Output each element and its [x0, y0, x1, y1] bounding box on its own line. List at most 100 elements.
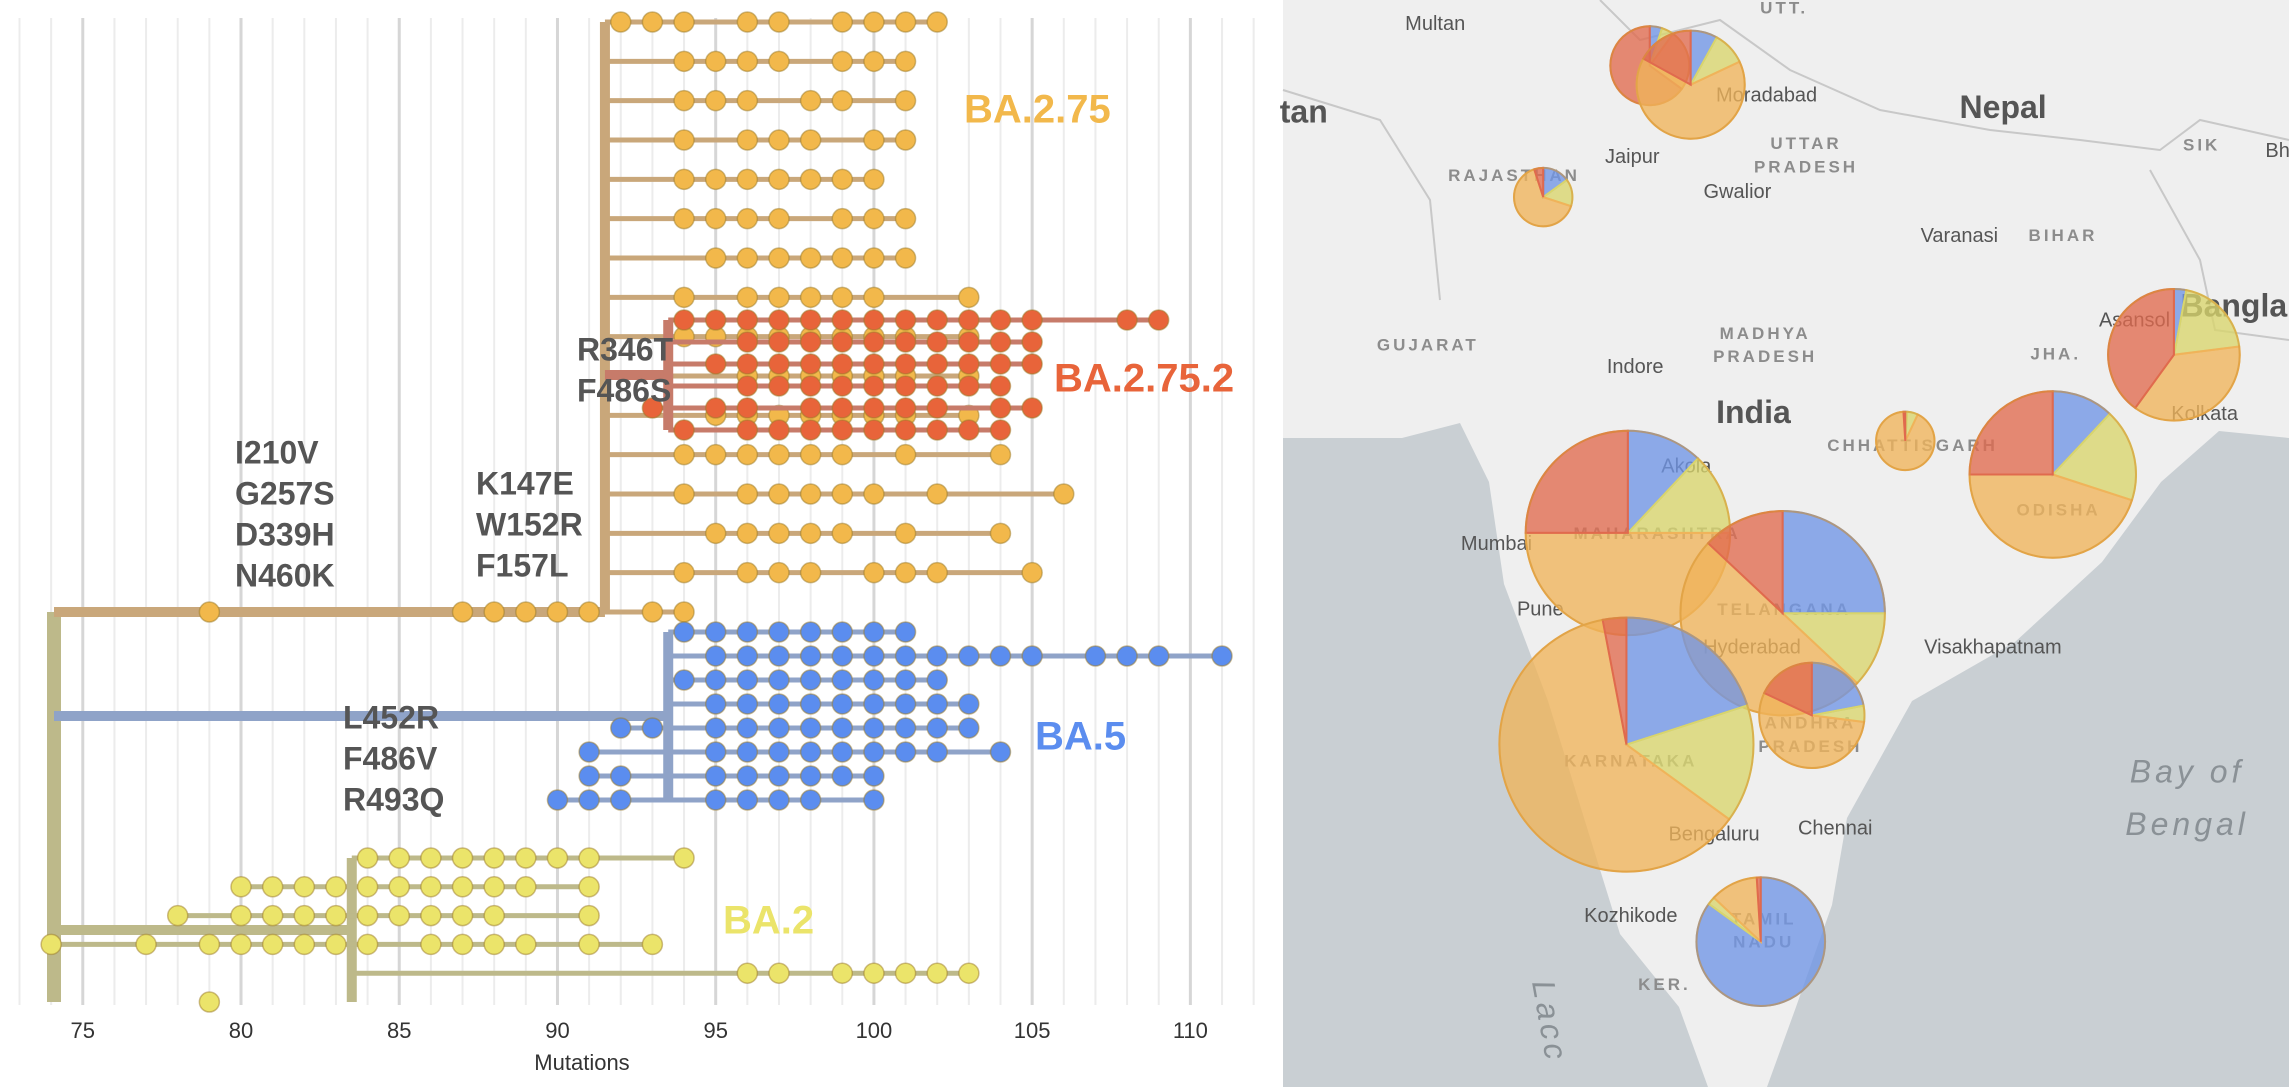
tip	[926, 717, 948, 739]
tip	[926, 561, 948, 584]
tip	[799, 789, 822, 811]
tip	[863, 645, 885, 667]
tip	[704, 741, 727, 763]
tip	[768, 621, 790, 643]
tip	[1021, 561, 1043, 584]
tip	[641, 11, 664, 33]
tip	[799, 309, 822, 331]
tip	[166, 904, 189, 927]
tip	[515, 601, 537, 623]
tip	[610, 11, 632, 33]
tip	[799, 397, 822, 419]
tip	[704, 522, 727, 545]
tip	[863, 168, 885, 191]
tip	[736, 621, 759, 643]
tip	[736, 11, 759, 33]
tip	[799, 89, 822, 112]
place-label: PRADESH	[1713, 347, 1817, 366]
tip	[1147, 645, 1170, 667]
tip	[1021, 331, 1043, 353]
tip	[863, 621, 885, 643]
place-label: KER.	[1638, 975, 1691, 994]
tip	[799, 443, 822, 466]
tip	[894, 247, 917, 269]
tip	[483, 876, 505, 898]
tip	[799, 353, 822, 375]
tip	[230, 904, 252, 927]
tip	[831, 765, 854, 787]
tip	[958, 693, 980, 715]
clade-label: BA.2	[723, 899, 814, 943]
tip	[768, 11, 790, 33]
tip	[894, 741, 917, 763]
tip	[736, 789, 759, 811]
tip	[1147, 309, 1170, 331]
tip	[673, 309, 695, 331]
tip	[198, 991, 221, 1013]
tip	[1084, 645, 1107, 667]
tip	[831, 397, 854, 419]
tip	[736, 331, 759, 353]
tip	[768, 419, 790, 441]
tip	[989, 443, 1012, 466]
tip	[768, 765, 790, 787]
border	[1599, 0, 2289, 152]
tip	[894, 522, 917, 545]
tip	[673, 621, 695, 643]
pie	[1513, 166, 1574, 228]
tip	[799, 522, 822, 545]
tip	[863, 50, 885, 73]
x-tick-label: 110	[1173, 1018, 1208, 1043]
tip	[768, 168, 790, 191]
tip	[451, 933, 474, 956]
tip	[863, 419, 885, 441]
tip	[894, 693, 917, 715]
tip	[831, 50, 854, 73]
place-label: JHA.	[2030, 344, 2081, 363]
tip	[546, 601, 569, 623]
tip	[578, 765, 600, 787]
tip	[799, 331, 822, 353]
tip	[863, 331, 885, 353]
pie	[1498, 616, 1755, 873]
tip	[863, 309, 885, 331]
tip	[673, 286, 695, 309]
tip	[673, 669, 695, 691]
x-tick-label: 85	[387, 1018, 411, 1043]
pie-size	[1498, 616, 1755, 873]
tip	[958, 962, 980, 984]
tip	[768, 717, 790, 739]
tip	[578, 741, 600, 763]
tip	[293, 876, 316, 898]
tip	[578, 789, 600, 811]
tip	[515, 933, 537, 956]
tip	[863, 247, 885, 269]
tip	[704, 669, 727, 691]
tip	[894, 309, 917, 331]
tip	[736, 50, 759, 73]
place-label: Visakhapatnam	[1924, 637, 2062, 659]
tip	[388, 904, 410, 927]
place-label: Bengal	[2125, 806, 2249, 842]
tip	[325, 933, 347, 956]
tip	[831, 522, 854, 545]
tip	[926, 669, 948, 691]
x-tick-label: 75	[71, 1018, 95, 1043]
tip	[673, 443, 695, 466]
tip	[768, 741, 790, 763]
tip	[768, 561, 790, 584]
tip	[704, 309, 727, 331]
tip	[483, 601, 505, 623]
tip	[831, 443, 854, 466]
tip	[736, 375, 759, 397]
tip	[799, 693, 822, 715]
tip	[641, 397, 664, 419]
tip	[894, 207, 917, 230]
tip	[863, 207, 885, 230]
place-label: Bay of	[2130, 753, 2245, 789]
tip	[420, 904, 442, 927]
tip	[515, 847, 537, 869]
pie-size	[2107, 287, 2241, 422]
tip	[958, 717, 980, 739]
tip	[1116, 309, 1138, 331]
